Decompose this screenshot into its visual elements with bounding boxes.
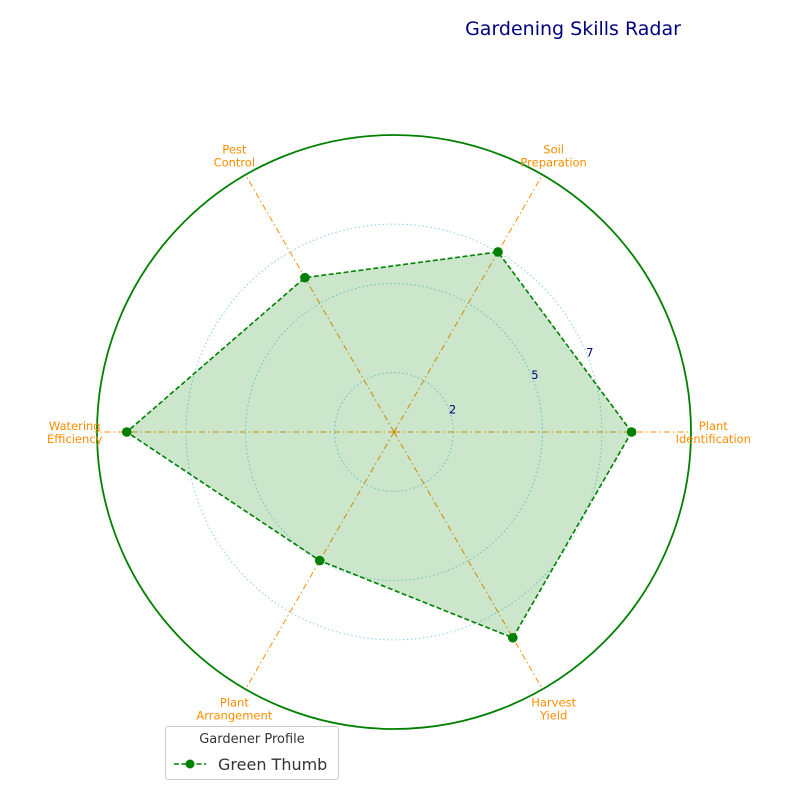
legend-label: Green Thumb [218,754,328,774]
legend-swatch [174,759,206,769]
chart-title: Gardening Skills Radar [465,18,681,40]
data-point [121,427,132,437]
category-label: Plant Identification [676,419,751,446]
data-point [314,555,325,566]
data-point [508,632,518,643]
category-labels: Plant Identification Soil Preparation Pest Co… [47,142,751,722]
spoke-line [393,174,543,433]
radial-tick-label: 7 [586,345,593,359]
radial-tick-label: 5 [531,368,538,382]
data-point [626,427,637,437]
data-point [493,247,503,257]
category-label: Harvest Yield [531,696,576,723]
legend-title: Gardener Profile [199,732,305,747]
category-label: Soil Preparation [520,142,586,169]
data-point [300,272,310,283]
outer-circle [96,134,692,730]
spoke-line [245,174,395,433]
series-fill-area [126,251,632,638]
category-label: Pest Control [214,142,256,169]
legend: Gardener Profile Green Thumb [165,726,339,780]
radial-tick-label: 2 [449,402,456,416]
category-label: Plant Arrangement [196,696,272,723]
radial-tick-labels: 2 5 7 [449,345,594,416]
spoke-line [393,431,543,690]
series-layer [121,247,637,643]
legend-entry: Green Thumb [172,753,327,775]
category-label: Watering Efficiency [47,419,103,446]
